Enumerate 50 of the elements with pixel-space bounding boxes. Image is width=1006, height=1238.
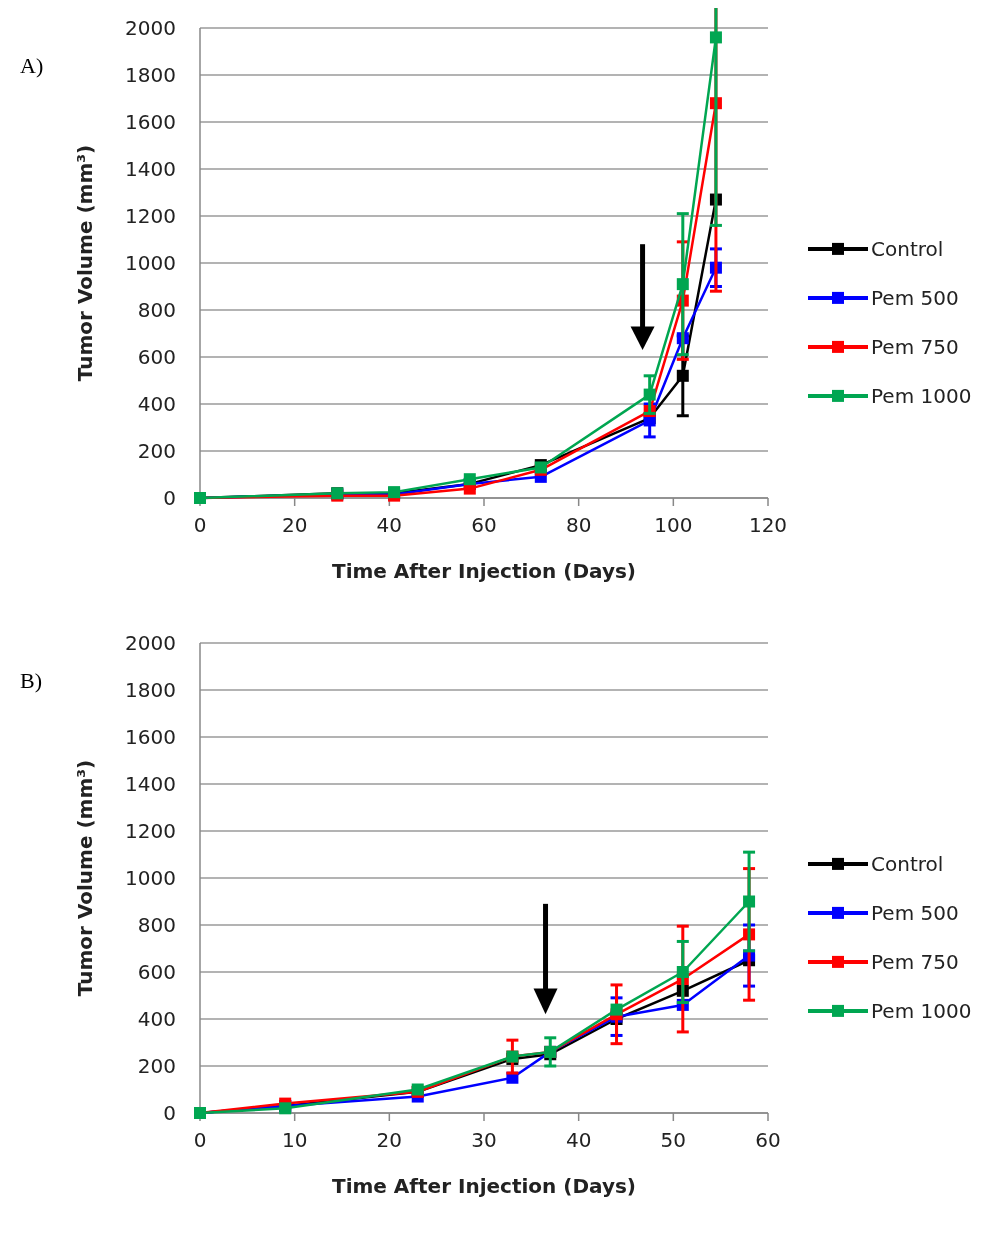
y-tick-label: 1600 [125,110,176,134]
legend-label: Pem 1000 [871,998,972,1023]
x-tick-label: 60 [471,513,497,537]
y-tick-label: 2000 [125,631,176,655]
y-tick-label: 1400 [125,772,176,796]
y-tick-label: 600 [137,345,176,369]
x-tick-label: 40 [565,1128,592,1152]
y-tick-label: 1400 [125,157,176,181]
y-tick-label: 400 [137,1007,176,1031]
x-tick-label: 20 [376,1128,403,1152]
x-axis-title: Time After Injection (Days) [331,559,637,583]
x-tick-label: 0 [193,1128,207,1152]
y-tick-label: 1000 [125,251,176,275]
legend-label: Pem 750 [871,949,959,974]
text: A) [20,53,44,78]
y-tick-label: 200 [137,439,176,463]
legend-label: Pem 500 [871,900,959,925]
x-tick-label: 40 [376,513,403,537]
x-axis-title: Time After Injection (Days) [331,1174,637,1198]
y-tick-label: 800 [137,298,176,322]
y-tick-label: 200 [137,1054,176,1078]
y-tick-label: 1200 [125,819,176,843]
legend-label: Pem 500 [871,285,959,310]
x-tick-label: 120 [748,513,788,537]
y-tick-label: 1600 [125,725,176,749]
text: B) [20,668,42,693]
legend-label: Control [871,851,944,876]
legend-label: Pem 1000 [871,383,972,408]
x-tick-label: 30 [471,1128,497,1152]
y-tick-label: 1200 [125,204,176,228]
x-tick-label: 20 [281,513,308,537]
y-axis-title: Tumor Volume (mm³) [73,144,97,382]
y-tick-label: 400 [137,392,176,416]
x-tick-label: 50 [660,1128,687,1152]
y-tick-label: 2000 [125,16,176,40]
legend-label: Control [871,236,944,261]
y-axis-title: Tumor Volume (mm³) [73,759,97,997]
y-tick-label: 0 [163,1101,176,1125]
x-tick-label: 10 [281,1128,308,1152]
x-tick-label: 80 [565,513,592,537]
x-tick-label: 60 [755,1128,781,1152]
y-tick-label: 1800 [125,63,176,87]
x-tick-label: 100 [654,513,693,537]
y-tick-label: 800 [137,913,176,937]
y-tick-label: 1800 [125,678,176,702]
legend-label: Pem 750 [871,334,959,359]
x-tick-label: 0 [193,513,207,537]
y-tick-label: 0 [163,486,176,510]
y-tick-label: 1000 [125,866,176,890]
y-tick-label: 600 [137,960,176,984]
